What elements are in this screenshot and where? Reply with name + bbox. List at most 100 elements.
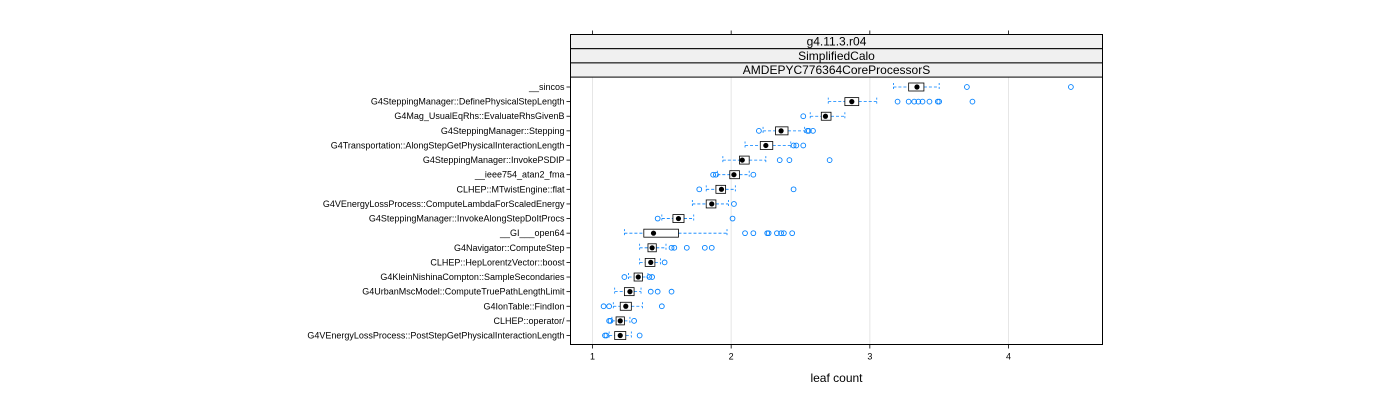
x-axis: 1 2 3 4 xyxy=(590,30,1011,362)
outlier-point xyxy=(683,244,690,251)
box-iqr xyxy=(729,170,740,180)
y-tick-label: G4Transportation::AlongStepGetPhysicalIn… xyxy=(331,140,565,150)
strip-headers: g4.11.3.r04SimplifiedCaloAMDEPYC776364Co… xyxy=(570,34,1103,78)
median-dot xyxy=(648,259,654,266)
outlier-point xyxy=(765,230,772,237)
strip-label: AMDEPYC776364CoreProcessorS xyxy=(743,63,930,77)
box-6 xyxy=(710,170,757,180)
box-2 xyxy=(800,111,846,121)
y-tick-label: G4SteppingManager::Stepping xyxy=(441,126,565,136)
box-3 xyxy=(756,126,816,136)
box-4 xyxy=(744,141,807,150)
y-axis-labels: __sincosG4SteppingManager::DefinePhysica… xyxy=(307,82,571,341)
box-7 xyxy=(696,184,797,194)
outlier-point xyxy=(964,84,970,90)
box-iqr xyxy=(739,155,750,165)
median-dot xyxy=(635,274,641,280)
box-iqr xyxy=(633,272,643,282)
outlier-point xyxy=(606,303,612,310)
outlier-point xyxy=(774,230,780,237)
median-dot xyxy=(849,99,855,105)
x-axis-title: leaf count xyxy=(810,371,863,385)
y-tick-label: G4SteppingManager::InvokeAlongStepDoItPr… xyxy=(369,214,565,224)
y-tick-label: CLHEP::operator/ xyxy=(493,316,565,326)
y-tick-label: G4VEnergyLossProcess::ComputeLambdaForSc… xyxy=(323,199,565,209)
outlier-point xyxy=(781,230,787,237)
x-tick-label: 3 xyxy=(867,352,872,362)
box-1 xyxy=(827,97,976,107)
median-dot xyxy=(822,113,829,119)
outlier-point xyxy=(742,230,748,237)
median-dot xyxy=(709,201,715,207)
outlier-point xyxy=(800,113,807,120)
box-iqr xyxy=(715,184,727,194)
y-tick-label: CLHEP::MTwistEngine::flat xyxy=(456,184,565,194)
box-iqr xyxy=(705,199,717,209)
outlier-point xyxy=(710,171,716,178)
outlier-point xyxy=(631,318,637,324)
box-iqr xyxy=(775,126,789,136)
outlier-point xyxy=(894,98,901,105)
outlier-point xyxy=(671,244,678,251)
box-17 xyxy=(602,331,643,340)
outlier-point xyxy=(649,274,655,280)
box-12 xyxy=(639,258,668,267)
outlier-point xyxy=(969,98,976,105)
x-tick-label: 1 xyxy=(590,352,595,362)
outlier-point xyxy=(776,157,783,163)
box-iqr xyxy=(647,243,657,253)
box-iqr xyxy=(615,316,625,326)
outlier-point xyxy=(647,288,654,295)
median-dot xyxy=(627,289,633,295)
y-tick-label: CLHEP::HepLorentzVector::boost xyxy=(430,257,565,267)
outlier-point xyxy=(793,142,800,149)
panel-frame xyxy=(570,34,1103,345)
y-tick-label: G4SteppingManager::InvokePSDIP xyxy=(423,155,565,165)
outlier-point xyxy=(790,186,797,193)
outlier-point xyxy=(905,98,912,105)
median-dot xyxy=(617,318,623,324)
outlier-point xyxy=(646,274,653,280)
median-dot xyxy=(778,128,784,134)
outlier-point xyxy=(778,230,784,237)
y-tick-label: __ieee754_atan2_fma xyxy=(474,170,565,180)
y-tick-label: __sincos xyxy=(528,82,565,92)
median-dot xyxy=(617,332,623,339)
median-dot xyxy=(731,172,737,178)
outlier-point xyxy=(731,201,737,207)
median-dot xyxy=(739,157,745,163)
box-16 xyxy=(606,316,637,326)
y-tick-label: G4Mag_UsualEqRhs::EvaluateRhsGivenB xyxy=(394,111,564,121)
box-iqr xyxy=(614,331,627,340)
outlier-point xyxy=(654,215,661,222)
outlier-point xyxy=(786,157,793,163)
box-iqr xyxy=(759,141,774,150)
y-tick-label: G4SteppingManager::DefinePhysicalStepLen… xyxy=(371,97,565,107)
outlier-point xyxy=(1068,84,1074,90)
box-iqr xyxy=(908,82,925,92)
box-iqr xyxy=(623,287,635,297)
outlier-point xyxy=(654,288,661,295)
grid-layer xyxy=(592,77,1009,345)
outlier-point xyxy=(911,98,918,105)
outlier-point xyxy=(789,230,796,237)
outlier-point xyxy=(621,274,628,280)
y-tick-label: G4Navigator::ComputeStep xyxy=(454,243,565,253)
outlier-point xyxy=(701,244,708,251)
outlier-point xyxy=(919,98,926,105)
box-iqr xyxy=(672,214,685,223)
outlier-point xyxy=(696,186,703,193)
y-tick-label: G4VEnergyLossProcess::PostStepGetPhysica… xyxy=(307,331,564,341)
outlier-point xyxy=(915,98,922,105)
box-iqr xyxy=(644,258,656,267)
outlier-point xyxy=(750,171,757,178)
box-8 xyxy=(691,199,737,209)
outlier-point xyxy=(636,332,643,339)
outlier-point xyxy=(603,332,610,339)
box-0 xyxy=(893,82,1074,92)
outlier-point xyxy=(661,259,668,266)
outlier-point xyxy=(805,128,812,134)
outlier-point xyxy=(668,244,675,251)
outlier-point xyxy=(607,318,614,324)
